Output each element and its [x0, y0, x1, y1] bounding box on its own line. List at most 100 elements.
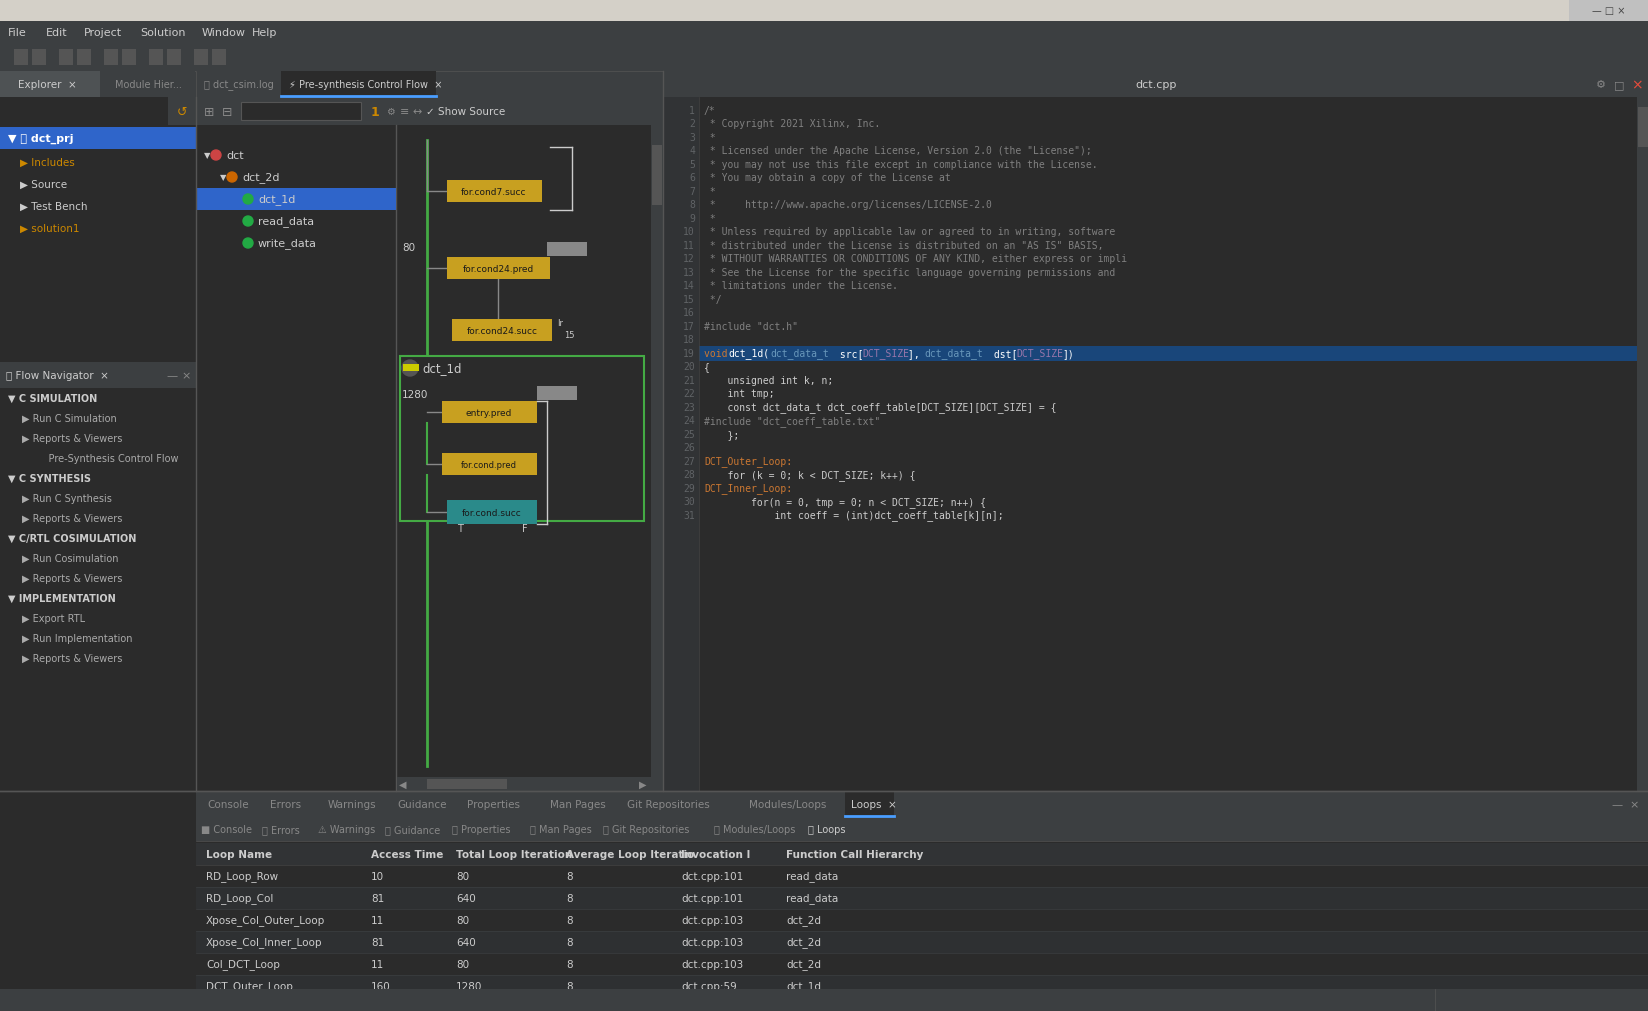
Text: Pre-Synthesis Control Flow: Pre-Synthesis Control Flow [36, 454, 178, 463]
Text: 8: 8 [565, 959, 572, 969]
Bar [122, 50, 135, 66]
Text: * Unless required by applicable law or agreed to in writing, software: * Unless required by applicable law or a… [704, 227, 1114, 237]
Text: ▶ Reports & Viewers: ▶ Reports & Viewers [21, 514, 122, 524]
Text: Loop Name: Loop Name [206, 849, 272, 859]
Text: #include "dct.h": #include "dct.h" [704, 321, 798, 332]
Text: 1: 1 [371, 105, 379, 118]
Text: 11: 11 [371, 915, 384, 925]
Text: 2: 2 [689, 119, 694, 129]
Text: 30: 30 [682, 496, 694, 507]
Bar [0, 0, 1567, 22]
Text: dct_1d(: dct_1d( [727, 348, 768, 359]
Bar [13, 50, 28, 66]
Bar [0, 43, 1648, 72]
Text: ×: × [1630, 78, 1641, 92]
Text: 80: 80 [456, 871, 468, 882]
Text: □: □ [1613, 80, 1623, 90]
Text: 160: 160 [371, 981, 391, 991]
Text: dct.cpp: dct.cpp [1134, 80, 1177, 90]
Bar [31, 50, 46, 66]
Bar [0, 72, 101, 98]
Text: 11: 11 [371, 959, 384, 969]
Text: 22: 22 [682, 389, 694, 399]
Text: dct_2d: dct_2d [242, 173, 279, 183]
Bar [0, 22, 1648, 43]
Text: ≡: ≡ [400, 107, 409, 117]
Bar [662, 98, 1648, 792]
Text: *: * [704, 132, 715, 143]
Text: * You may obtain a copy of the License at: * You may obtain a copy of the License a… [704, 173, 951, 183]
Bar [196, 975, 1648, 997]
Text: ▼: ▼ [219, 173, 226, 182]
Text: 80: 80 [456, 959, 468, 969]
Text: dct.cpp:59: dct.cpp:59 [681, 1003, 737, 1011]
Bar [0, 98, 196, 358]
Text: ▶ Reports & Viewers: ▶ Reports & Viewers [21, 653, 122, 663]
Text: ▶ Export RTL: ▶ Export RTL [21, 614, 86, 624]
Bar [196, 865, 1648, 887]
Bar [196, 909, 1648, 931]
Text: ▼ C SYNTHESIS: ▼ C SYNTHESIS [8, 473, 91, 483]
Text: 8: 8 [565, 1003, 572, 1011]
Bar [0, 792, 1648, 1011]
Text: 📄 dct_csim.log: 📄 dct_csim.log [204, 80, 274, 90]
Bar [77, 50, 91, 66]
Text: File: File [8, 28, 26, 38]
Text: 8: 8 [565, 915, 572, 925]
Text: ×: × [1628, 800, 1638, 809]
Text: unsigned int k, n;: unsigned int k, n; [704, 375, 832, 385]
Bar [662, 72, 1648, 98]
Text: dct.cpp:103: dct.cpp:103 [681, 915, 743, 925]
Text: ▶ Reports & Viewers: ▶ Reports & Viewers [21, 573, 122, 583]
Bar [651, 126, 662, 792]
Bar [148, 50, 163, 66]
Text: 8: 8 [565, 937, 572, 947]
Circle shape [242, 216, 252, 226]
Text: 3: 3 [689, 132, 694, 143]
Text: 14: 14 [682, 281, 694, 291]
Text: ⚡ Pre-synthesis Control Flow  ×: ⚡ Pre-synthesis Control Flow × [288, 80, 442, 90]
Bar [550, 146, 575, 225]
Text: 4: 4 [689, 147, 694, 156]
Text: Xpose_Col_Outer_Loop: Xpose_Col_Outer_Loop [206, 915, 325, 925]
Text: ▶ Run Implementation: ▶ Run Implementation [21, 633, 132, 643]
Bar [0, 127, 196, 150]
Text: dct_1d: dct_1d [422, 362, 461, 375]
Circle shape [242, 239, 252, 249]
Bar [101, 72, 194, 98]
Text: Col_DCT_Loop: Col_DCT_Loop [206, 958, 280, 970]
Bar [537, 386, 577, 400]
Circle shape [242, 195, 252, 205]
Text: *     http://www.apache.org/licenses/LICENSE-2.0: * http://www.apache.org/licenses/LICENSE… [704, 200, 992, 210]
Bar [447, 258, 550, 280]
Text: Git Repositories: Git Repositories [626, 800, 709, 809]
Text: RD_Loop_Row: RD_Loop_Row [206, 870, 279, 882]
Text: dct_1d: dct_1d [257, 194, 295, 205]
Text: * you may not use this file except in compliance with the License.: * you may not use this file except in co… [704, 160, 1098, 170]
Bar [662, 98, 699, 792]
Bar [196, 126, 396, 792]
Text: 🔲 Flow Navigator  ×: 🔲 Flow Navigator × [7, 371, 109, 380]
Text: for.cond.succ: for.cond.succ [461, 508, 521, 517]
Text: Window: Window [201, 28, 246, 38]
Bar [447, 181, 542, 203]
Text: Function Call Hierarchy: Function Call Hierarchy [786, 849, 923, 859]
Text: 1280: 1280 [456, 981, 483, 991]
Text: dct.cpp:59: dct.cpp:59 [681, 981, 737, 991]
Text: read_data: read_data [786, 870, 837, 882]
Text: 28: 28 [682, 470, 694, 480]
Bar [196, 997, 1648, 1011]
Text: 6: 6 [689, 173, 694, 183]
Text: 10: 10 [682, 227, 694, 237]
Text: 11: 11 [682, 241, 694, 251]
Circle shape [227, 173, 237, 183]
Text: };: }; [704, 430, 738, 440]
Text: dct.cpp:103: dct.cpp:103 [681, 937, 743, 947]
Text: 🌿 Git Repositories: 🌿 Git Repositories [603, 824, 689, 834]
Text: Access Time: Access Time [371, 849, 443, 859]
Text: void: void [704, 349, 733, 358]
Text: Edit: Edit [46, 28, 68, 38]
Text: DCT_Inner_Loop: DCT_Inner_Loop [206, 1003, 290, 1011]
Bar [166, 50, 181, 66]
Bar [196, 72, 280, 98]
